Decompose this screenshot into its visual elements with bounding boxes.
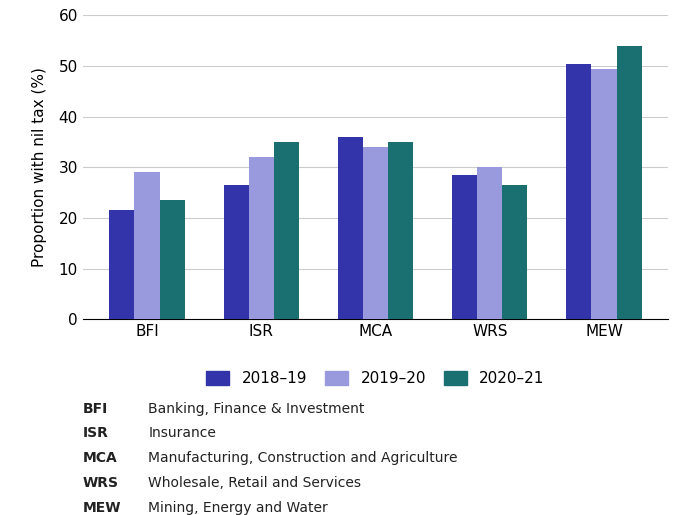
Bar	[566, 63, 591, 319]
Text: ISR: ISR	[83, 426, 109, 440]
Text: Manufacturing, Construction and Agriculture: Manufacturing, Construction and Agricult…	[148, 451, 457, 465]
Bar	[502, 185, 528, 319]
Bar	[134, 173, 160, 319]
Bar	[338, 137, 363, 319]
Text: MEW: MEW	[83, 501, 121, 514]
Bar	[223, 185, 249, 319]
Bar	[274, 142, 299, 319]
Bar	[249, 157, 274, 319]
Text: BFI: BFI	[83, 402, 108, 416]
Legend: 2018–19, 2019–20, 2020–21: 2018–19, 2019–20, 2020–21	[198, 364, 553, 394]
Bar	[477, 167, 502, 319]
Bar	[110, 211, 134, 319]
Text: Banking, Finance & Investment: Banking, Finance & Investment	[148, 402, 364, 416]
Bar	[591, 68, 617, 319]
Y-axis label: Proportion with nil tax (%): Proportion with nil tax (%)	[32, 67, 48, 267]
Text: Mining, Energy and Water: Mining, Energy and Water	[148, 501, 328, 514]
Text: Insurance: Insurance	[148, 426, 216, 440]
Bar	[160, 200, 185, 319]
Bar	[388, 142, 413, 319]
Text: MCA: MCA	[83, 451, 117, 465]
Text: WRS: WRS	[83, 476, 119, 490]
Bar	[617, 46, 641, 319]
Bar	[363, 147, 388, 319]
Text: Wholesale, Retail and Services: Wholesale, Retail and Services	[148, 476, 361, 490]
Bar	[452, 175, 477, 319]
